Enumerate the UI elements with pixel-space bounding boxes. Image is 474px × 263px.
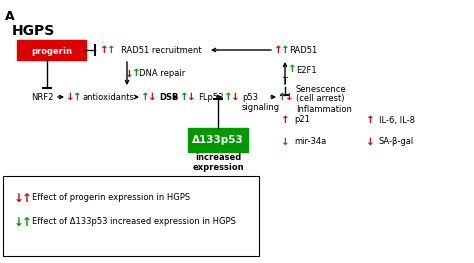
Text: T: T [283,77,288,86]
Text: p21: p21 [294,115,310,124]
Text: ↑: ↑ [73,92,82,102]
Text: ↑: ↑ [288,64,297,74]
Text: ↓: ↓ [365,137,374,147]
Text: Effect of Δ133p53 increased expression in HGPS: Effect of Δ133p53 increased expression i… [32,218,236,226]
Text: ↑: ↑ [365,115,374,125]
Text: ↑: ↑ [132,68,140,78]
FancyBboxPatch shape [17,40,86,60]
Text: E2F1: E2F1 [296,66,317,75]
Text: Senescence: Senescence [296,84,346,94]
Text: expression: expression [192,163,244,171]
Text: Inflammation: Inflammation [296,104,352,114]
Text: ↑: ↑ [224,92,232,102]
Text: FLp53: FLp53 [198,93,224,102]
Text: ↓: ↓ [231,92,239,102]
Text: ↓: ↓ [147,92,156,102]
Text: increased: increased [195,153,241,161]
Text: p53: p53 [242,93,258,102]
Text: progerin: progerin [31,47,72,55]
Text: ↑: ↑ [278,92,286,102]
Text: ↑: ↑ [180,92,188,102]
Text: antioxidants: antioxidants [83,93,135,102]
Text: ↑: ↑ [141,92,149,102]
Text: ↑: ↑ [22,215,32,229]
FancyBboxPatch shape [3,176,259,256]
Text: Δ133p53: Δ133p53 [192,135,244,145]
Text: ↓: ↓ [281,137,289,147]
Text: RAD51 recruitment: RAD51 recruitment [121,46,201,55]
Text: (cell arrest): (cell arrest) [296,94,345,104]
Text: ↓: ↓ [14,215,24,229]
Text: ↑: ↑ [22,191,32,205]
Text: IL-6, IL-8: IL-6, IL-8 [379,115,415,124]
Text: mir-34a: mir-34a [294,138,326,146]
Text: ↓: ↓ [284,92,293,102]
Text: ↓: ↓ [65,92,74,102]
Text: HGPS: HGPS [12,24,55,38]
Text: A: A [5,10,15,23]
Text: ↑: ↑ [107,45,115,55]
Text: signaling: signaling [242,104,280,113]
Text: ↓: ↓ [14,191,24,205]
Text: RAD51: RAD51 [289,46,317,55]
Text: NRF2: NRF2 [31,93,53,102]
Text: ↑: ↑ [281,115,289,125]
Text: SA-β-gal: SA-β-gal [379,138,414,146]
Text: ↑: ↑ [273,45,283,55]
Text: ↓: ↓ [125,68,133,78]
FancyBboxPatch shape [188,128,248,152]
Text: ↑: ↑ [100,45,109,55]
Text: ↓: ↓ [187,92,195,102]
Text: DSB: DSB [159,93,178,102]
Text: ↑: ↑ [281,45,289,55]
Text: DNA repair: DNA repair [139,69,185,78]
Text: Effect of progerin expression in HGPS: Effect of progerin expression in HGPS [32,194,190,203]
